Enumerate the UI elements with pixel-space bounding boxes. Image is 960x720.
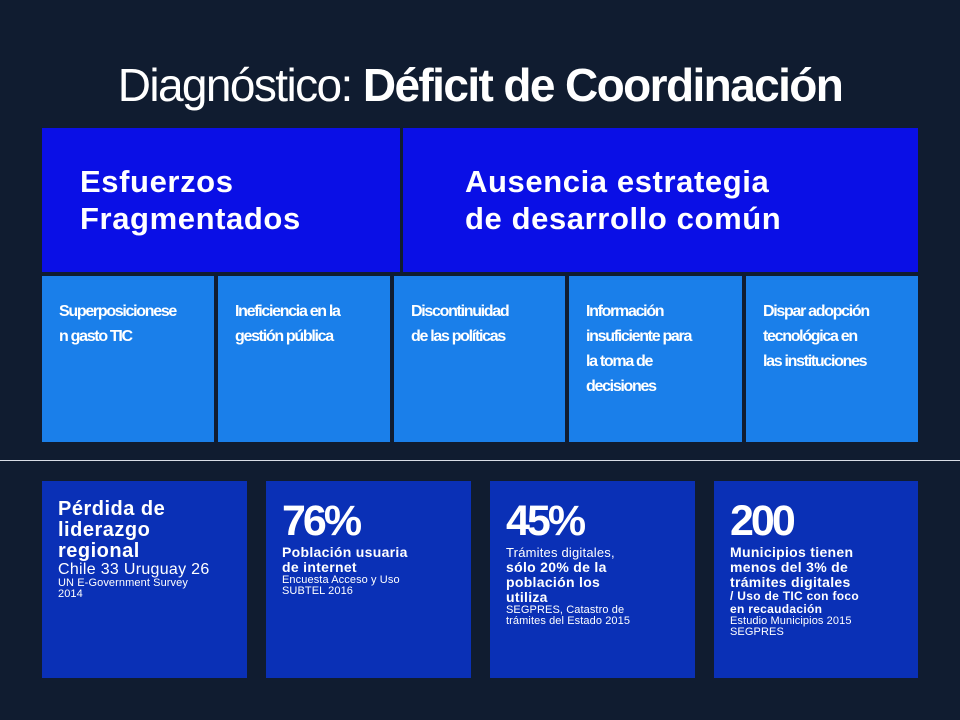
issue-line: Dispar adopción (763, 303, 870, 320)
stat-value: 45% (506, 497, 586, 545)
issue-box: Información insuficiente para la toma de… (569, 276, 742, 442)
header-line: Fragmentados (80, 201, 301, 236)
stat-heading-line: regional (58, 540, 140, 562)
stat-label: sólo 20% de la (506, 559, 607, 575)
stat-value: 76% (282, 497, 362, 545)
issue-line: Superposicionese (59, 303, 177, 320)
issue-box: Superposicionese n gasto TIC (42, 276, 214, 442)
stat-label: Municipios tienen (730, 544, 854, 560)
stat-label: trámites digitales (730, 574, 851, 590)
stat-box-leadership: Pérdida de liderazgo regional Chile 33 U… (42, 481, 247, 678)
stat-box-tramites: 45% Trámites digitales, sólo 20% de la p… (490, 481, 695, 678)
stat-label: utiliza (506, 589, 548, 605)
stat-source: SUBTEL 2016 (282, 585, 354, 597)
issue-box: Dispar adopción tecnológica en las insti… (746, 276, 918, 442)
issue-line: insuficiente para (586, 328, 692, 345)
issue-line: las instituciones (763, 353, 868, 370)
header-line: Esfuerzos (80, 164, 234, 199)
issue-line: decisiones (586, 378, 657, 395)
issue-line: la toma de (586, 353, 653, 370)
stat-value: 200 (730, 497, 796, 545)
stat-label: en recaudación (730, 602, 823, 616)
stat-source: trámites del Estado 2015 (506, 615, 631, 627)
page-title: Diagnóstico: Déficit de Coordinación (0, 58, 960, 112)
stat-label: de internet (282, 559, 357, 575)
stat-source: Estudio Municipios 2015 (730, 615, 852, 627)
stat-label: / Uso de TIC con foco (730, 589, 859, 603)
stat-label: población los (506, 574, 601, 590)
issue-line: n gasto TIC (59, 328, 133, 345)
stat-source: SEGPRES, Catastro de (506, 604, 625, 616)
stat-label: menos del 3% de (730, 559, 849, 575)
stat-detail: Chile 33 Uruguay 26 (58, 561, 210, 578)
stat-label: Trámites digitales, (506, 545, 615, 560)
stat-source: 2014 (58, 588, 83, 600)
issue-line: tecnológica en (763, 328, 858, 345)
header-box-strategy: Ausencia estrategia de desarrollo común (403, 128, 918, 272)
issue-line: gestión pública (235, 328, 334, 345)
section-divider (0, 460, 960, 461)
header-line: Ausencia estrategia (465, 164, 770, 199)
stat-heading-line: liderazgo (58, 519, 151, 541)
stat-source: Encuesta Acceso y Uso (282, 574, 400, 586)
issue-line: Discontinuidad (411, 303, 510, 320)
header-box-fragmented: Esfuerzos Fragmentados (42, 128, 400, 272)
stat-source: UN E-Government Survey (58, 577, 188, 589)
issue-line: de las políticas (411, 328, 506, 345)
issue-box: Ineficiencia en la gestión pública (218, 276, 390, 442)
issue-line: Información (586, 303, 665, 320)
stat-label: Población usuaria (282, 544, 408, 560)
title-bold: Déficit de Coordinación (362, 59, 844, 111)
header-line: de desarrollo común (465, 201, 782, 236)
stat-box-municipios: 200 Municipios tienen menos del 3% de tr… (714, 481, 918, 678)
stat-box-internet: 76% Población usuaria de internet Encues… (266, 481, 471, 678)
stat-heading-line: Pérdida de (58, 498, 166, 520)
title-light: Diagnóstico: (117, 59, 354, 111)
issue-line: Ineficiencia en la (235, 303, 341, 320)
issue-box: Discontinuidad de las políticas (394, 276, 565, 442)
stat-source: SEGPRES (730, 626, 784, 638)
